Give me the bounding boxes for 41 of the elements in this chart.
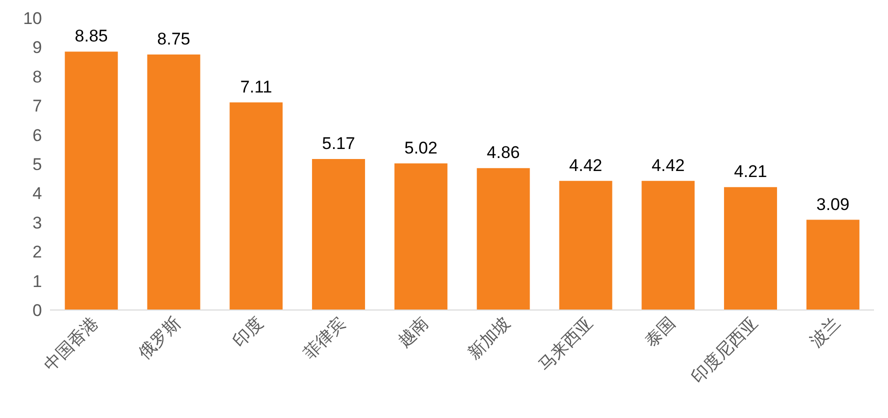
x-tick-label: 印度 — [229, 313, 268, 352]
y-tick-label: 4 — [32, 184, 42, 204]
x-tick-label: 新加坡 — [464, 313, 515, 364]
y-tick-label: 9 — [32, 38, 42, 58]
y-tick-label: 10 — [23, 9, 42, 28]
x-tick-label: 俄罗斯 — [134, 313, 186, 364]
bar — [312, 159, 366, 310]
y-tick-label: 1 — [32, 272, 42, 291]
bar — [724, 187, 778, 310]
bar — [642, 180, 695, 310]
y-tick-label: 8 — [32, 67, 42, 86]
data-label: 5.02 — [404, 138, 438, 158]
data-label: 4.42 — [652, 156, 685, 175]
data-label: 7.11 — [240, 77, 272, 96]
y-tick-label: 3 — [32, 213, 42, 232]
y-tick-label: 6 — [32, 126, 42, 145]
bar — [64, 52, 118, 310]
bar — [476, 168, 530, 310]
data-label: 8.85 — [74, 26, 108, 46]
bar — [394, 163, 448, 310]
bar — [147, 54, 200, 310]
y-tick-label: 0 — [32, 301, 42, 320]
y-tick-label: 7 — [32, 96, 42, 116]
bar — [230, 102, 283, 310]
x-tick-label: 马来西亚 — [534, 313, 598, 376]
x-tick-label: 菲律宾 — [300, 313, 350, 364]
x-tick-label: 中国香港 — [40, 313, 103, 376]
data-label: 3.09 — [816, 194, 850, 214]
data-label: 4.42 — [569, 156, 602, 175]
y-tick-label: 5 — [32, 155, 42, 174]
data-label: 4.21 — [734, 162, 768, 182]
y-tick-label: 2 — [32, 242, 42, 262]
bar — [559, 180, 612, 310]
x-tick-label: 越南 — [394, 313, 432, 352]
x-tick-label: 印度尼西亚 — [688, 313, 762, 388]
data-label: 5.17 — [322, 134, 356, 154]
x-tick-label: 泰国 — [641, 313, 680, 352]
data-label: 4.86 — [486, 143, 520, 162]
x-tick-label: 波兰 — [806, 313, 844, 352]
data-label: 8.75 — [157, 30, 190, 48]
bar — [806, 220, 860, 310]
